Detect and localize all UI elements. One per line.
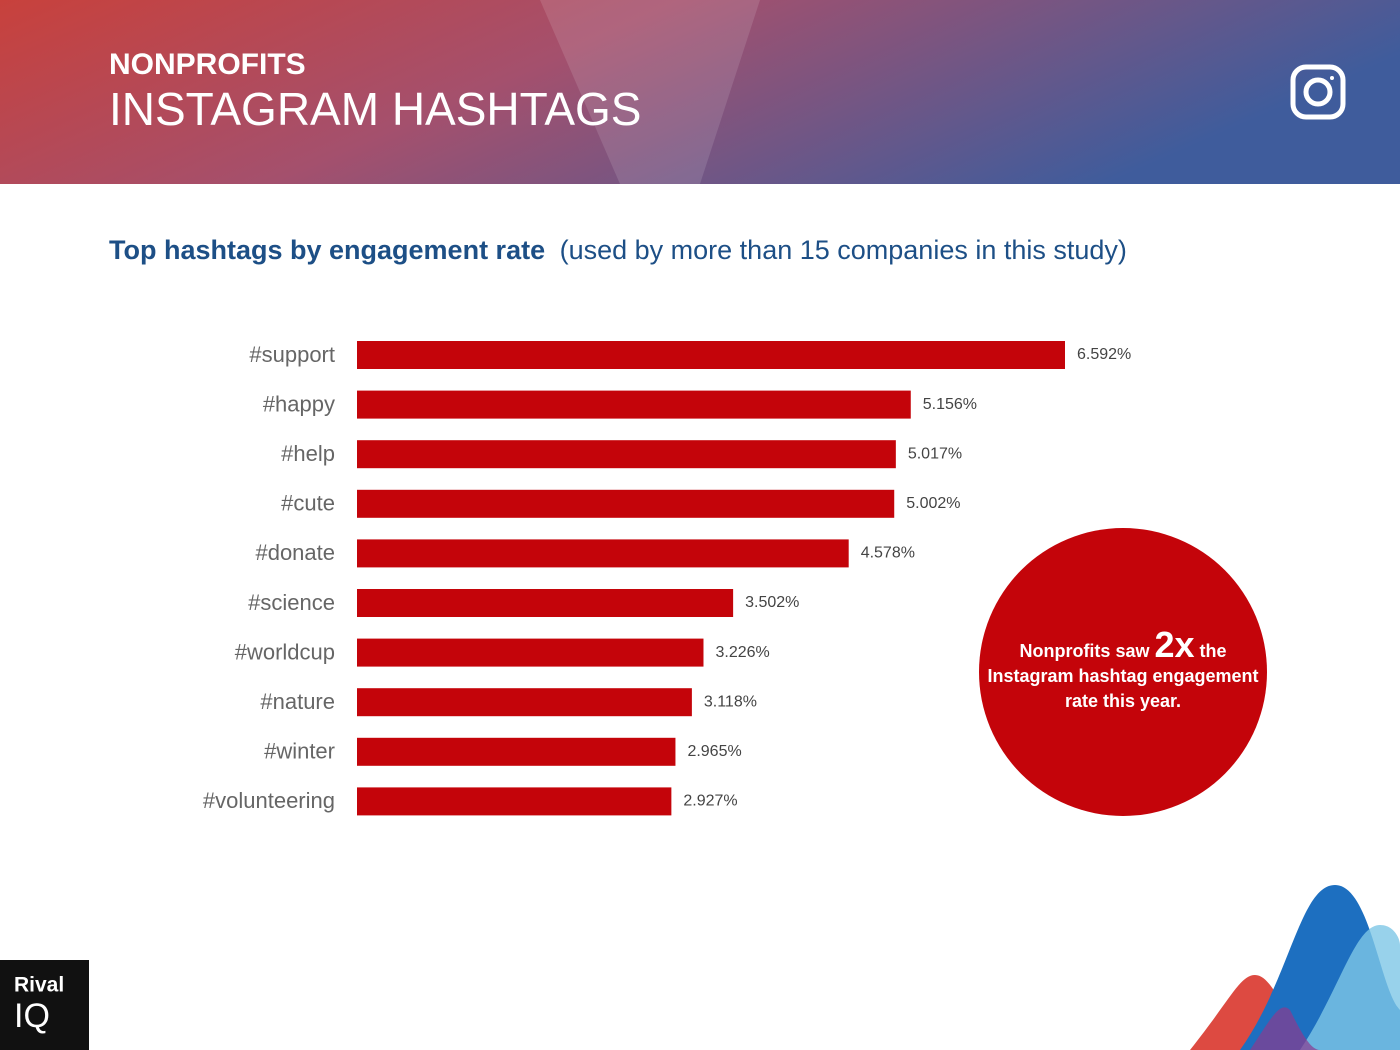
callout: Nonprofits saw 2x the Instagram hashtag … <box>982 627 1264 714</box>
bar <box>357 390 911 419</box>
chart-subtitle: (used by more than 15 companies in this … <box>560 235 1127 265</box>
bar <box>357 787 672 816</box>
value-label: 2.927% <box>683 793 737 810</box>
category-label: #winter <box>264 739 335 764</box>
decoration-mountains <box>1190 885 1400 1050</box>
value-label: 6.592% <box>1077 346 1131 363</box>
logo-line2: IQ <box>14 997 50 1035</box>
instagram-icon <box>1290 64 1346 120</box>
value-label: 3.118% <box>704 693 757 710</box>
category-label: #volunteering <box>203 788 335 813</box>
chart-title: Top hashtags by engagement rate <box>109 235 545 265</box>
bar <box>357 489 895 518</box>
bar <box>357 589 734 617</box>
category-label: #help <box>281 441 335 466</box>
category-label: #cute <box>281 491 335 516</box>
bar <box>357 341 1065 369</box>
header-title: INSTAGRAM HASHTAGS <box>109 83 641 135</box>
bar <box>357 737 676 766</box>
value-label: 3.226% <box>715 644 769 661</box>
header-decoration <box>540 0 760 184</box>
callout-highlight: 2x <box>1154 624 1195 665</box>
callout-text: Nonprofits saw <box>1019 641 1150 661</box>
category-label: #support <box>249 342 335 367</box>
bar <box>357 638 704 667</box>
value-label: 4.578% <box>861 545 915 562</box>
value-label: 5.017% <box>908 445 962 462</box>
callout-circle <box>979 528 1267 816</box>
category-label: #donate <box>255 540 335 565</box>
bar <box>357 440 896 469</box>
value-label: 2.965% <box>687 743 741 760</box>
category-label: #worldcup <box>235 639 335 664</box>
bar <box>357 539 849 568</box>
value-label: 5.156% <box>923 396 977 413</box>
category-label: #happy <box>263 391 335 416</box>
logo-line1: Rival <box>14 974 64 997</box>
bar <box>357 688 692 717</box>
value-label: 5.002% <box>906 495 960 512</box>
category-label: #nature <box>260 689 335 714</box>
callout-text: the Instagram hashtag engagement rate th… <box>987 641 1259 711</box>
value-label: 3.502% <box>745 594 799 611</box>
chart-heading: Top hashtags by engagement rate (used by… <box>109 235 1127 265</box>
header-category: NONPROFITS <box>109 48 306 81</box>
header-background <box>0 0 1400 184</box>
category-label: #science <box>248 590 335 615</box>
logo-box <box>0 960 89 1050</box>
